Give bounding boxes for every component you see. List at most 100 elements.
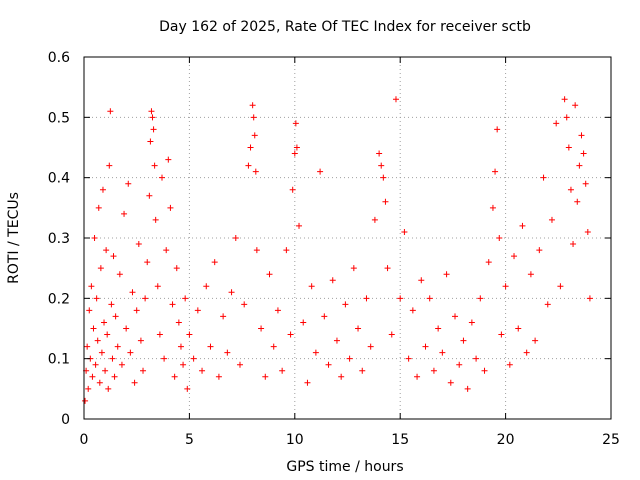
data-point bbox=[194, 307, 201, 314]
data-point bbox=[151, 162, 158, 169]
data-point bbox=[346, 355, 353, 362]
data-point bbox=[536, 247, 543, 254]
data-point bbox=[133, 307, 140, 314]
data-point bbox=[131, 379, 138, 386]
data-point bbox=[103, 247, 110, 254]
x-tick-label: 0 bbox=[80, 432, 89, 448]
data-point bbox=[92, 361, 99, 368]
data-point bbox=[359, 367, 366, 374]
data-point bbox=[481, 367, 488, 374]
data-point bbox=[376, 150, 383, 157]
data-point bbox=[317, 168, 324, 175]
data-point bbox=[492, 168, 499, 175]
data-point bbox=[82, 397, 89, 404]
data-point bbox=[485, 259, 492, 266]
data-point bbox=[409, 307, 416, 314]
data-point bbox=[378, 162, 385, 169]
data-point bbox=[367, 343, 374, 350]
data-point bbox=[392, 96, 399, 103]
data-point bbox=[102, 367, 109, 374]
data-point bbox=[570, 241, 577, 248]
data-point bbox=[182, 295, 189, 302]
data-point bbox=[116, 271, 123, 278]
data-point bbox=[494, 126, 501, 133]
data-point bbox=[127, 349, 134, 356]
data-point bbox=[98, 349, 105, 356]
data-point bbox=[506, 361, 513, 368]
data-point bbox=[203, 283, 210, 290]
data-point bbox=[576, 162, 583, 169]
data-point bbox=[270, 343, 277, 350]
y-tick-label: 0.1 bbox=[48, 352, 70, 368]
data-point bbox=[321, 313, 328, 320]
data-point bbox=[293, 144, 300, 151]
data-point bbox=[177, 343, 184, 350]
data-point bbox=[292, 120, 299, 127]
data-point bbox=[382, 198, 389, 205]
data-point bbox=[250, 114, 257, 121]
data-point bbox=[578, 132, 585, 139]
data-point bbox=[184, 385, 191, 392]
y-tick-label: 0.2 bbox=[48, 291, 70, 307]
data-point bbox=[146, 192, 153, 199]
data-point bbox=[147, 138, 154, 145]
data-point bbox=[477, 295, 484, 302]
data-point bbox=[142, 295, 149, 302]
data-point bbox=[107, 108, 114, 115]
data-point bbox=[251, 132, 258, 139]
data-point bbox=[548, 216, 555, 223]
data-point bbox=[93, 295, 100, 302]
data-point bbox=[418, 277, 425, 284]
data-point bbox=[468, 319, 475, 326]
data-point bbox=[96, 379, 103, 386]
data-point bbox=[111, 373, 118, 380]
data-point bbox=[137, 337, 144, 344]
data-point bbox=[97, 265, 104, 272]
data-point bbox=[338, 373, 345, 380]
data-point bbox=[101, 319, 108, 326]
data-point bbox=[108, 301, 115, 308]
data-point bbox=[405, 355, 412, 362]
data-point bbox=[161, 355, 168, 362]
data-point bbox=[123, 325, 130, 332]
y-axis-ticks: 0 0.1 0.2 0.3 0.4 0.5 0.6 bbox=[48, 50, 611, 428]
data-point bbox=[149, 114, 156, 121]
data-point bbox=[121, 210, 128, 217]
y-tick-label: 0.4 bbox=[48, 171, 70, 187]
data-point bbox=[215, 373, 222, 380]
data-point bbox=[86, 307, 93, 314]
data-point bbox=[207, 343, 214, 350]
data-point bbox=[199, 367, 206, 374]
x-tick-label: 20 bbox=[497, 432, 515, 448]
data-point bbox=[266, 271, 273, 278]
data-point bbox=[414, 373, 421, 380]
data-point bbox=[580, 150, 587, 157]
data-point bbox=[140, 367, 147, 374]
data-point bbox=[565, 144, 572, 151]
data-point bbox=[452, 313, 459, 320]
data-point bbox=[252, 168, 259, 175]
data-point bbox=[460, 337, 467, 344]
x-tick-label: 5 bbox=[185, 432, 194, 448]
data-point bbox=[384, 265, 391, 272]
data-point bbox=[586, 295, 593, 302]
data-point bbox=[283, 247, 290, 254]
data-point bbox=[291, 150, 298, 157]
data-point bbox=[110, 253, 117, 260]
data-point bbox=[104, 331, 111, 338]
data-point bbox=[544, 301, 551, 308]
data-point bbox=[232, 235, 239, 241]
data-point bbox=[289, 186, 296, 193]
data-point bbox=[95, 204, 102, 211]
data-point bbox=[165, 156, 172, 163]
y-tick-label: 0 bbox=[61, 412, 70, 428]
data-point bbox=[249, 102, 256, 109]
data-point bbox=[355, 325, 362, 332]
data-point bbox=[540, 174, 547, 181]
data-point bbox=[342, 301, 349, 308]
data-point bbox=[350, 265, 357, 272]
data-point bbox=[422, 343, 429, 350]
data-point bbox=[158, 174, 165, 181]
data-point bbox=[125, 180, 132, 187]
data-point bbox=[574, 198, 581, 205]
